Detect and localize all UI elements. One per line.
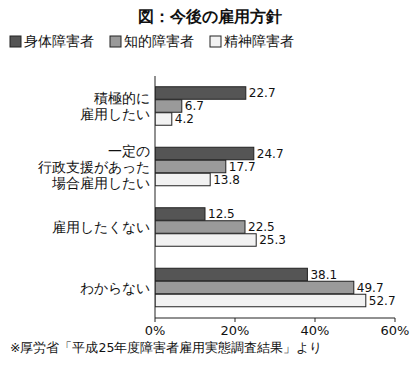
category-label-line: わからない bbox=[80, 280, 150, 296]
annotation: ※厚労省「平成25年度障害者雇用実態調査結果」より bbox=[10, 340, 322, 355]
data-label: 22.7 bbox=[249, 86, 276, 100]
bar bbox=[155, 113, 172, 126]
bar bbox=[155, 173, 210, 186]
data-label: 13.8 bbox=[213, 173, 240, 187]
data-label: 52.7 bbox=[369, 294, 396, 308]
bar bbox=[155, 100, 182, 113]
legend-label: 精神障害者 bbox=[224, 33, 294, 49]
bar bbox=[155, 147, 254, 160]
bar bbox=[155, 294, 366, 307]
x-tick bbox=[395, 318, 396, 322]
chart-svg: 図：今後の雇用方針身体障害者 知的障害者 精神障害者 22.7 6.74.2 24.717… bbox=[0, 0, 419, 370]
category-label: 一定の行政支援があった場合雇用したい bbox=[38, 143, 150, 191]
category-label-line: 行政支援があった bbox=[38, 159, 150, 175]
data-label: 17.7 bbox=[229, 160, 256, 174]
bar bbox=[155, 160, 226, 173]
bar bbox=[155, 281, 354, 294]
data-label: 22.5 bbox=[248, 220, 275, 234]
legend-item: 精神障害者 bbox=[210, 33, 294, 49]
legend-label: 知的障害者 bbox=[124, 33, 194, 49]
bars bbox=[155, 87, 366, 307]
legend-swatch bbox=[110, 36, 121, 47]
data-label: 38.1 bbox=[310, 268, 337, 282]
x-axis-line bbox=[155, 318, 395, 319]
data-label: 25.3 bbox=[259, 233, 286, 247]
category-label-line: 雇用したくない bbox=[52, 219, 150, 235]
category-label: 雇用したくない bbox=[52, 219, 150, 235]
bar bbox=[155, 221, 245, 234]
x-tick-label: 0% bbox=[145, 323, 166, 338]
data-labels: 22.7 6.74.2 24.717.713.8 12.5 22.525.3 38.1 49… bbox=[175, 86, 396, 308]
data-label: 12.5 bbox=[208, 207, 235, 221]
data-label: 49.7 bbox=[357, 281, 384, 295]
bar bbox=[155, 268, 307, 281]
bar bbox=[155, 87, 246, 100]
title: 図：今後の雇用方針 bbox=[138, 7, 282, 26]
x-tick bbox=[235, 318, 236, 322]
category-label-line: 雇用したい bbox=[80, 106, 150, 122]
legend-swatch bbox=[10, 36, 21, 47]
y-axis-line bbox=[155, 76, 156, 318]
x-tick bbox=[155, 318, 156, 322]
legend-item: 身体障害者 bbox=[10, 33, 94, 49]
category-label: わからない bbox=[80, 280, 150, 296]
data-label: 6.7 bbox=[185, 99, 204, 113]
chart-container: 図：今後の雇用方針身体障害者 知的障害者 精神障害者 22.7 6.74.2 24.717… bbox=[0, 0, 419, 370]
data-label: 24.7 bbox=[257, 147, 284, 161]
category-label: 積極的に雇用したい bbox=[80, 90, 150, 122]
legend-item: 知的障害者 bbox=[110, 33, 194, 49]
legend-label: 身体障害者 bbox=[24, 33, 94, 49]
legend-swatch bbox=[210, 36, 221, 47]
category-label-line: 積極的に bbox=[94, 90, 150, 106]
bar bbox=[155, 234, 256, 247]
bar bbox=[155, 208, 205, 221]
category-label-line: 場合雇用したい bbox=[51, 175, 150, 191]
x-tick-label: 20% bbox=[221, 323, 250, 338]
x-tick-label: 60% bbox=[381, 323, 410, 338]
data-label: 4.2 bbox=[175, 112, 194, 126]
category-label-line: 一定の bbox=[108, 143, 150, 159]
x-tick bbox=[315, 318, 316, 322]
x-tick-label: 40% bbox=[301, 323, 330, 338]
